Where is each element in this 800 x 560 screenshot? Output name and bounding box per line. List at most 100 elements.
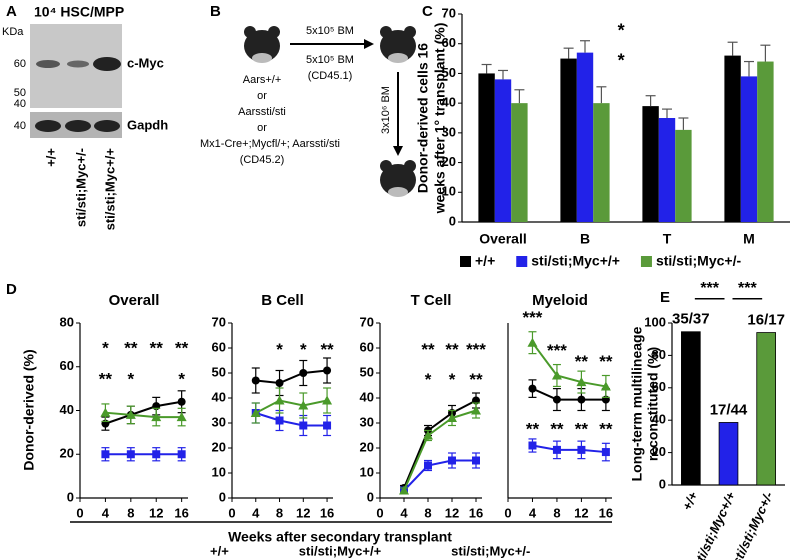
dose: (CD45.1) [308,70,353,82]
bar [560,58,577,223]
error-bar [514,89,525,104]
series-line [255,399,328,414]
y-tick-label: 50 [442,65,456,80]
series-line [403,409,477,491]
point [323,366,332,375]
x-tick-label: 0 [376,505,383,520]
series-line [403,459,476,492]
legend-entry: sti/sti;Myc+/+ [299,543,382,558]
significance: ** [469,370,483,389]
point [151,412,162,422]
series-line [532,387,606,401]
y-tick-label: 0 [367,489,374,504]
x-tick-label: 0 [76,505,83,520]
bar [740,76,758,223]
series-line [105,411,182,419]
point [528,384,537,393]
y-tick-label: 0 [67,489,74,504]
legend-swatch [460,256,471,267]
panel-label: B [210,3,221,20]
point [299,369,308,377]
error-bar [481,63,492,74]
x-tick-label: +/+ [679,489,701,513]
x-tick-label: 8 [553,505,560,520]
point [323,421,332,430]
error-bar [596,86,607,104]
significance: * [276,340,283,359]
x-tick-label: 4 [400,505,408,520]
y-tick-label: 80 [60,314,74,329]
legend-entry: +/+ [475,253,495,269]
dose: 5x10⁵ BM [306,54,354,66]
marker: 40 [14,120,26,132]
point [100,407,111,417]
significance: ** [526,420,540,439]
legend-entry: +/+ [210,543,229,558]
y-axis-label: reconstituted (%) [645,347,661,461]
point [177,397,186,406]
x-tick-label: 12 [296,505,310,520]
error-bar [645,95,656,107]
x-tick-label: 12 [445,505,459,520]
significance: * [128,369,135,388]
mouse [380,160,416,197]
y-tick-label: 70 [360,314,374,329]
mouse [380,26,416,63]
y-tick-label: 40 [442,95,456,110]
x-tick-label: 16 [599,505,613,520]
value-label: 35/37 [672,311,710,328]
point [250,408,261,417]
x-tick-label: 0 [228,505,235,520]
significance: ** [150,339,164,358]
bar [681,331,701,486]
arrow-head [393,146,403,156]
x-tick-label: 4 [102,505,110,520]
genotype: Aars+/+ [243,74,282,86]
panel-b: B 5x10⁵ BM 5x10⁵ BM (CD45.1) 3x10⁶ BM Aa… [200,3,416,197]
panel-label: A [6,3,17,20]
x-tick-label: T [663,231,672,247]
band-label: Gapdh [127,117,168,132]
significance: ** [575,352,589,371]
panel-label: C [422,3,433,20]
y-tick-label: 30 [360,414,374,429]
y-tick-label: 70 [442,5,456,20]
point [551,370,562,380]
y-tick-label: 20 [60,446,74,461]
point [176,412,187,422]
bar [675,129,692,222]
point [126,450,135,459]
significance: ** [124,339,138,358]
point [552,395,561,404]
point [471,405,481,415]
value-label: 16/17 [747,312,785,329]
point [424,461,432,470]
significance: * [449,370,456,389]
point [399,485,409,495]
series-line [532,444,606,454]
bar [757,61,774,222]
x-tick-label: 8 [424,505,431,520]
point [177,450,186,459]
lane-label: sti/sti;Myc+/+ [102,148,117,231]
genotype: or [257,90,267,102]
series-line [531,342,607,388]
y-tick-label: 0 [449,213,456,228]
panel-label: E [660,289,670,306]
genotype: or [257,122,267,134]
point [322,395,333,405]
y-tick-label: 40 [652,412,666,427]
panel-label: D [6,281,17,298]
point [577,395,586,404]
y-tick-label: 80 [652,347,666,362]
y-tick-label: 40 [60,402,74,417]
y-axis-label: Donor-derived (%) [21,349,37,470]
point [251,376,260,385]
y-axis-label: Long-term multilineage [629,326,645,481]
x-tick-label: 12 [574,505,588,520]
lane-label: sti/sti;Myc+/- [73,148,88,227]
significance: *** [466,340,486,359]
error-bar [678,117,689,130]
